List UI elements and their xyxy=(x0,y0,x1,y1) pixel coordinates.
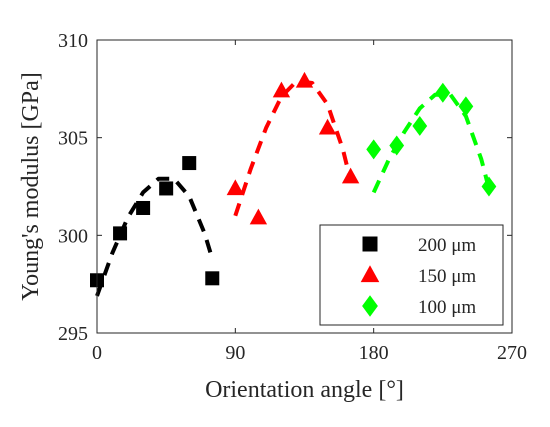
data-point-diamond xyxy=(366,139,382,160)
legend-marker-triangle xyxy=(360,265,380,283)
plot-area-frame xyxy=(96,39,513,334)
x-tick-label: 0 xyxy=(92,342,102,364)
y-axis-title: Young's modulus [GPa] xyxy=(18,72,44,301)
data-point-square xyxy=(136,200,151,215)
legend-box xyxy=(319,224,504,326)
legend-marker-square xyxy=(362,236,378,252)
ticks-layer: 0 90 180 270 295 300 305 310 xyxy=(58,30,527,364)
x-tick-label: 90 xyxy=(225,342,245,364)
data-point-diamond xyxy=(435,82,451,103)
data-point-square xyxy=(205,271,220,286)
fit-curve-triangle xyxy=(233,79,353,217)
data-point-square xyxy=(113,226,128,241)
y-tick-label: 305 xyxy=(58,128,88,150)
data-point-diamond xyxy=(481,176,497,197)
data-point-triangle xyxy=(318,118,337,135)
x-tick-label: 180 xyxy=(359,342,389,364)
data-point-triangle xyxy=(249,208,268,225)
legend-label: 200 μm xyxy=(418,235,476,256)
legend-marker-diamond xyxy=(362,295,378,317)
x-tick-label: 270 xyxy=(497,342,527,364)
data-point-triangle xyxy=(341,167,360,184)
y-tick-label: 310 xyxy=(58,30,88,52)
data-point-triangle xyxy=(272,81,291,98)
data-point-square xyxy=(159,181,174,196)
legend: 200 μm 150 μm 100 μm xyxy=(319,224,504,326)
data-point-triangle xyxy=(295,71,314,88)
data-point-diamond xyxy=(389,135,405,156)
legend-label: 150 μm xyxy=(418,266,476,287)
x-axis-title: Orientation angle [°] xyxy=(205,377,404,403)
y-tick-label: 295 xyxy=(58,323,88,345)
data-point-diamond xyxy=(412,115,428,136)
fit-curve-square xyxy=(95,176,215,297)
y-tick-label: 300 xyxy=(58,225,88,247)
data-point-diamond xyxy=(458,96,474,117)
data-point-triangle xyxy=(226,179,245,196)
data-point-square xyxy=(182,156,197,171)
markers-layer xyxy=(90,71,497,288)
legend-label: 100 μm xyxy=(418,297,476,318)
